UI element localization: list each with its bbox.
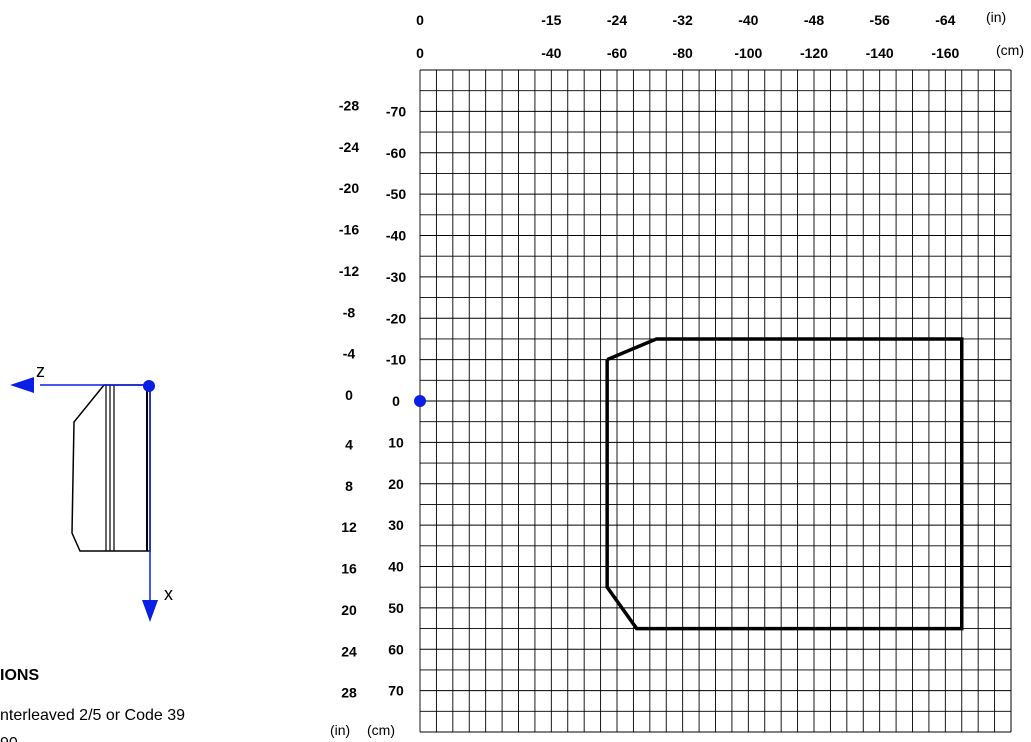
x-tick-label-in: -15: [541, 12, 561, 28]
y-tick-label-cm: -20: [386, 310, 406, 326]
y-tick-label-in: -28: [339, 97, 359, 113]
y-tick-label-cm: -60: [386, 145, 406, 161]
y-tick-label-in: -4: [343, 346, 356, 362]
y-tick-label-cm: -40: [386, 228, 406, 244]
y-tick-label-in: 28: [341, 685, 357, 701]
y-tick-label-in: -12: [339, 263, 359, 279]
y-tick-label-cm: 40: [388, 559, 404, 575]
y-tick-label-cm: 60: [388, 641, 404, 657]
y-tick-label-cm: -70: [386, 103, 406, 119]
y-tick-label-in: 16: [341, 561, 357, 577]
conditions-line-1: nterleaved 2/5 or Code 39: [0, 707, 185, 724]
chart-origin-dot: [414, 395, 426, 407]
chart-grid: [419, 69, 1012, 733]
x-tick-label-in: 0: [416, 12, 424, 28]
x-tick-label-in: -32: [673, 12, 693, 28]
y-tick-label-cm: 30: [388, 517, 404, 533]
x-tick-label-cm: -120: [800, 45, 828, 61]
y-tick-label-in: 24: [341, 643, 357, 659]
x-tick-label-cm: -140: [866, 45, 894, 61]
device-origin-dot: [143, 380, 155, 392]
reading-zone-boundary: [605, 337, 964, 631]
z-axis-label: z: [36, 361, 45, 381]
x-axis-arrow-icon: [142, 600, 158, 622]
x-tick-label-cm: -100: [734, 45, 762, 61]
z-axis-arrow-icon: [10, 377, 34, 393]
y-unit-in: (in): [330, 722, 350, 738]
y-tick-label-cm: -30: [386, 269, 406, 285]
x-unit-in: (in): [986, 9, 1006, 25]
y-tick-label-in: -16: [339, 222, 359, 238]
y-tick-label-cm: 50: [388, 600, 404, 616]
x-unit-cm: (cm): [996, 42, 1024, 58]
y-tick-label-cm: 20: [388, 476, 404, 492]
y-tick-label-in: 0: [345, 387, 353, 403]
conditions-line-2: 90: [0, 735, 18, 742]
y-tick-label-in: 20: [341, 602, 357, 618]
y-tick-label-in: 12: [341, 519, 357, 535]
x-tick-label-in: -48: [804, 12, 824, 28]
x-tick-label-in: -40: [738, 12, 758, 28]
scanner-side-view: z x: [10, 361, 173, 622]
x-tick-label-in: -56: [870, 12, 890, 28]
x-tick-label-cm: -80: [673, 45, 693, 61]
y-tick-label-in: -20: [339, 180, 359, 196]
y-tick-label-in: 4: [345, 436, 353, 452]
y-tick-label-cm: -50: [386, 186, 406, 202]
x-tick-label-cm: 0: [416, 45, 424, 61]
x-tick-label-cm: -160: [931, 45, 959, 61]
tick-labels: (in) (cm) (in) (cm) 00-40-15-60-24-80-32…: [330, 9, 1024, 738]
y-tick-label-in: -24: [339, 139, 359, 155]
x-tick-label-in: -24: [607, 12, 627, 28]
y-tick-label-cm: 70: [388, 683, 404, 699]
scanner-outline-icon: [71, 384, 151, 552]
y-unit-cm: (cm): [367, 722, 395, 738]
y-tick-label-cm: 10: [388, 434, 404, 450]
y-tick-label-cm: -10: [386, 352, 406, 368]
x-tick-label-cm: -60: [607, 45, 627, 61]
y-tick-label-in: 8: [345, 478, 353, 494]
conditions-title: IONS: [0, 667, 39, 684]
x-tick-label-cm: -40: [541, 45, 561, 61]
series-layer: [414, 337, 964, 631]
x-axis-label: x: [164, 584, 173, 604]
x-tick-label-in: -64: [935, 12, 955, 28]
y-tick-label-in: -8: [343, 304, 356, 320]
y-tick-label-cm: 0: [392, 393, 400, 409]
